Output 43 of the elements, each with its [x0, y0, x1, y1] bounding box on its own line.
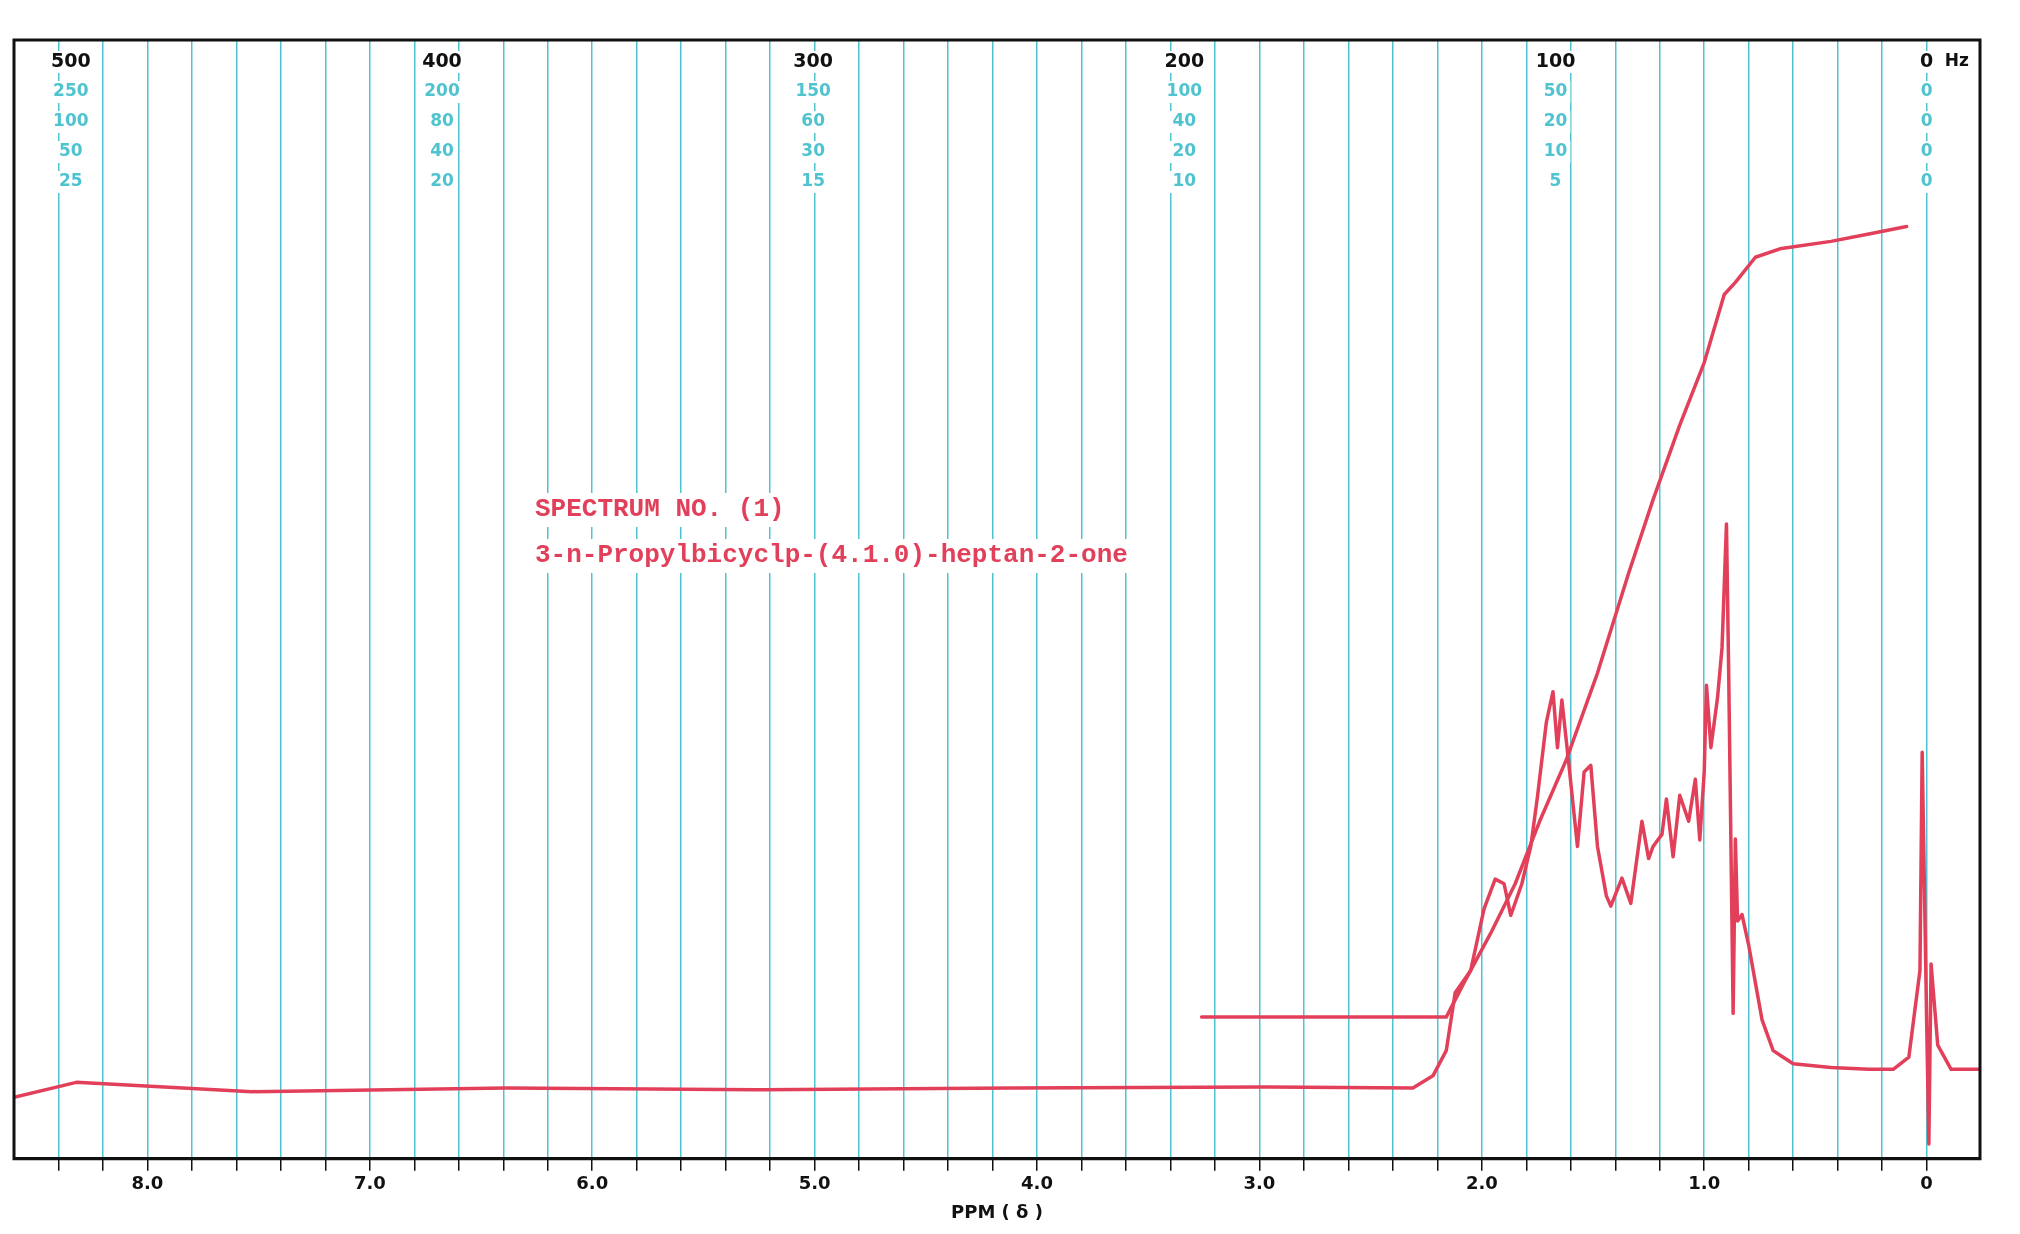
text: 50 — [58, 140, 83, 161]
text: 60 — [801, 110, 826, 131]
text: 0 — [1920, 110, 1933, 131]
text: 250 — [53, 80, 89, 101]
text: 15 — [801, 170, 826, 191]
text: 200 — [1164, 48, 1205, 71]
text: 100 — [53, 110, 89, 131]
x-tick-label: 7.0 — [353, 1172, 386, 1194]
x-tick-label: 6.0 — [576, 1172, 609, 1194]
x-tick-label: 2.0 — [1465, 1172, 1498, 1194]
x-axis-title: PPM ( δ ) — [951, 1200, 1043, 1222]
x-tick-label: 4.0 — [1021, 1172, 1053, 1194]
text: 40 — [1172, 110, 1197, 131]
text: 100 — [1166, 80, 1203, 101]
x-tick-label: 5.0 — [798, 1172, 831, 1194]
text: 30 — [801, 140, 826, 161]
annotation: 3-n-Propylbicyclp-(4.1.0)-heptan-2-one — [534, 540, 1128, 571]
text: 10 — [1543, 140, 1568, 161]
text: 40 — [430, 140, 454, 161]
text: 200 — [424, 80, 460, 101]
text: 0 — [1920, 80, 1933, 101]
text: 80 — [430, 110, 454, 131]
text: 100 — [1535, 48, 1576, 71]
text: 25 — [58, 170, 83, 191]
x-tick-label: 3.0 — [1243, 1172, 1276, 1194]
text: 5 — [1549, 170, 1562, 191]
text: 10 — [1172, 170, 1197, 191]
text: 0 — [1920, 170, 1933, 191]
annotation: SPECTRUM NO. (1) — [534, 494, 785, 525]
x-tick-label: 1.0 — [1688, 1172, 1721, 1194]
x-tick-label: 8.0 — [131, 1172, 164, 1194]
text: 500 — [50, 48, 91, 71]
text: 20 — [1172, 140, 1197, 161]
text: 0 — [1920, 140, 1933, 161]
x-tick-label: 0 — [1920, 1172, 1933, 1194]
text: 300 — [793, 48, 834, 71]
text: 20 — [430, 170, 454, 191]
x2-axis-title: Hz — [1944, 50, 1969, 71]
text: 150 — [795, 80, 832, 101]
text: 20 — [1543, 110, 1568, 131]
text: 400 — [422, 48, 462, 71]
text: 50 — [1543, 80, 1568, 101]
text: 0 — [1920, 48, 1934, 71]
